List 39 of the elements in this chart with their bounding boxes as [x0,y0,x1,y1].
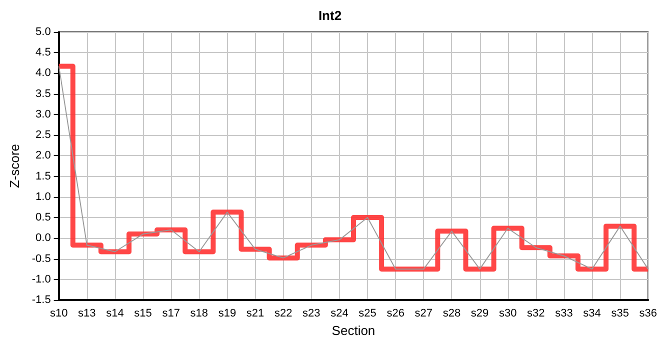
x-tick-label: s10 [50,308,68,320]
y-tick-label: 1.5 [36,170,51,182]
x-tick-label: s21 [246,308,264,320]
x-tick-label: s13 [78,308,96,320]
x-tick-label: s28 [442,308,461,320]
y-tick-label: 2.0 [36,150,51,162]
y-tick-label: 3.0 [36,108,51,120]
x-tick-label: s33 [555,308,573,320]
x-axis-title: Section [332,322,376,338]
y-tick-label: 2.5 [36,129,51,142]
y-tick-label: -1.5 [32,294,51,306]
y-axis-title: Z-score [7,144,22,188]
x-tick-label: s34 [583,308,601,320]
x-tick-label: s22 [274,308,292,320]
x-tick-label: s19 [218,308,236,320]
x-tick-label: s15 [134,308,152,320]
x-tick-label: s26 [386,308,404,320]
x-tick-label: s25 [358,308,376,320]
y-tick-label: -1.0 [32,273,51,286]
y-tick-label: 1.0 [36,190,51,203]
y-tick-label: 4.5 [36,46,51,59]
y-tick-label: 5.0 [36,26,51,38]
x-tick-label: s14 [106,308,124,320]
x-tick-label: s32 [527,308,545,320]
x-tick-label: s35 [611,308,629,320]
y-tick-label: 3.5 [36,88,51,100]
y-tick-label: 0.5 [36,212,51,224]
x-tick-label: s30 [498,308,517,320]
chart-title: Int2 [318,8,342,23]
x-tick-label: s24 [330,308,348,320]
y-tick-label: -0.5 [32,252,51,265]
x-tick-label: s36 [639,308,658,320]
y-tick-label: 0.0 [36,232,51,244]
x-tick-label: s29 [470,308,489,320]
x-tick-label: s23 [302,308,320,320]
x-tick-label: s17 [162,308,180,320]
y-tick-label: 4.0 [36,67,51,80]
x-tick-label: s27 [414,308,433,320]
x-tick-label: s18 [190,308,208,320]
